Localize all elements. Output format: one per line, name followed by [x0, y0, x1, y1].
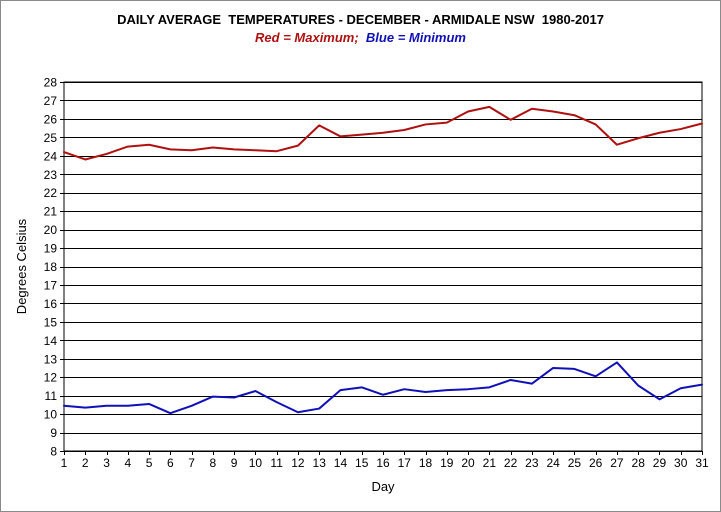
- x-tick-label-15: 15: [355, 456, 369, 470]
- subtitle-blue-rest: = Minimum: [394, 30, 466, 45]
- x-tick-label-8: 8: [210, 456, 217, 470]
- y-tick-label-9: 9: [50, 426, 57, 440]
- series-line-minimum: [63, 361, 703, 415]
- chart-title: DAILY AVERAGE TEMPERATURES - DECEMBER - …: [117, 12, 604, 27]
- x-tick-label-25: 25: [568, 456, 582, 470]
- x-tick-label-9: 9: [231, 456, 238, 470]
- x-tick-label-7: 7: [188, 456, 195, 470]
- y-tick-label-10: 10: [44, 408, 58, 422]
- subtitle-red-rest: = Maximum;: [279, 30, 366, 45]
- x-tick-label-20: 20: [461, 456, 475, 470]
- x-tick-label-13: 13: [313, 456, 327, 470]
- subtitle-red-word: Red: [255, 30, 280, 45]
- y-tick-label-15: 15: [44, 315, 58, 329]
- series-line-maximum: [63, 105, 703, 161]
- y-tick-label-22: 22: [44, 186, 58, 200]
- y-tick-label-16: 16: [44, 297, 58, 311]
- y-tick-label-21: 21: [44, 205, 58, 219]
- x-tick-labels: 1 2 3 4 5 6 7 8 9 10 11 12 13 14 15 16 17 18 19 20 21 22 23 24 2…: [61, 456, 709, 470]
- y-tick-label-20: 20: [44, 223, 58, 237]
- x-tick-label-3: 3: [103, 456, 110, 470]
- x-tick-label-28: 28: [632, 456, 646, 470]
- x-tick-label-16: 16: [376, 456, 390, 470]
- y-tick-label-8: 8: [50, 445, 57, 459]
- x-tick-label-21: 21: [483, 456, 497, 470]
- x-tick-label-11: 11: [270, 456, 283, 470]
- y-tick-label-12: 12: [44, 371, 58, 385]
- x-tick-label-14: 14: [334, 456, 348, 470]
- y-tick-label-13: 13: [44, 352, 58, 366]
- x-tick-label-19: 19: [440, 456, 454, 470]
- x-tick-label-10: 10: [249, 456, 263, 470]
- y-tick-label-28: 28: [44, 76, 58, 90]
- x-tick-label-12: 12: [291, 456, 305, 470]
- grid-lines: [60, 82, 703, 455]
- series-lines: [63, 105, 703, 415]
- plot-area: [63, 81, 703, 452]
- y-tick-label-18: 18: [44, 260, 58, 274]
- chart-subtitle: Red = Maximum; Blue = Minimum: [0, 30, 721, 45]
- y-tick-label-11: 11: [45, 389, 58, 403]
- x-tick-label-24: 24: [546, 456, 560, 470]
- x-tick-label-22: 22: [504, 456, 518, 470]
- x-axis-label: Day: [371, 479, 395, 494]
- y-tick-label-19: 19: [44, 242, 58, 256]
- y-tick-label-24: 24: [44, 149, 58, 163]
- x-tick-label-17: 17: [398, 456, 412, 470]
- y-tick-label-25: 25: [44, 131, 58, 145]
- x-tick-label-5: 5: [146, 456, 153, 470]
- x-tick-label-4: 4: [124, 456, 131, 470]
- x-tick-label-29: 29: [653, 456, 667, 470]
- x-tick-label-30: 30: [674, 456, 688, 470]
- x-tick-label-27: 27: [610, 456, 624, 470]
- y-tick-labels: 8 9 10 11 12 13 14 15 16 17 18 19 20 21 22 23 24 25 26 27 28: [44, 76, 58, 459]
- x-tick-label-23: 23: [525, 456, 539, 470]
- x-tick-label-6: 6: [167, 456, 174, 470]
- y-tick-label-23: 23: [44, 168, 58, 182]
- x-tick-label-18: 18: [419, 456, 433, 470]
- y-tick-label-14: 14: [44, 334, 58, 348]
- x-tick-label-1: 1: [61, 456, 68, 470]
- y-tick-label-27: 27: [44, 94, 58, 108]
- y-tick-label-17: 17: [44, 278, 58, 292]
- x-tick-label-31: 31: [695, 456, 709, 470]
- y-tick-label-26: 26: [44, 112, 58, 126]
- x-tick-label-2: 2: [82, 456, 89, 470]
- y-axis-label: Degrees Celsius: [14, 218, 29, 314]
- x-tick-label-26: 26: [589, 456, 603, 470]
- subtitle-blue-word: Blue: [365, 30, 395, 45]
